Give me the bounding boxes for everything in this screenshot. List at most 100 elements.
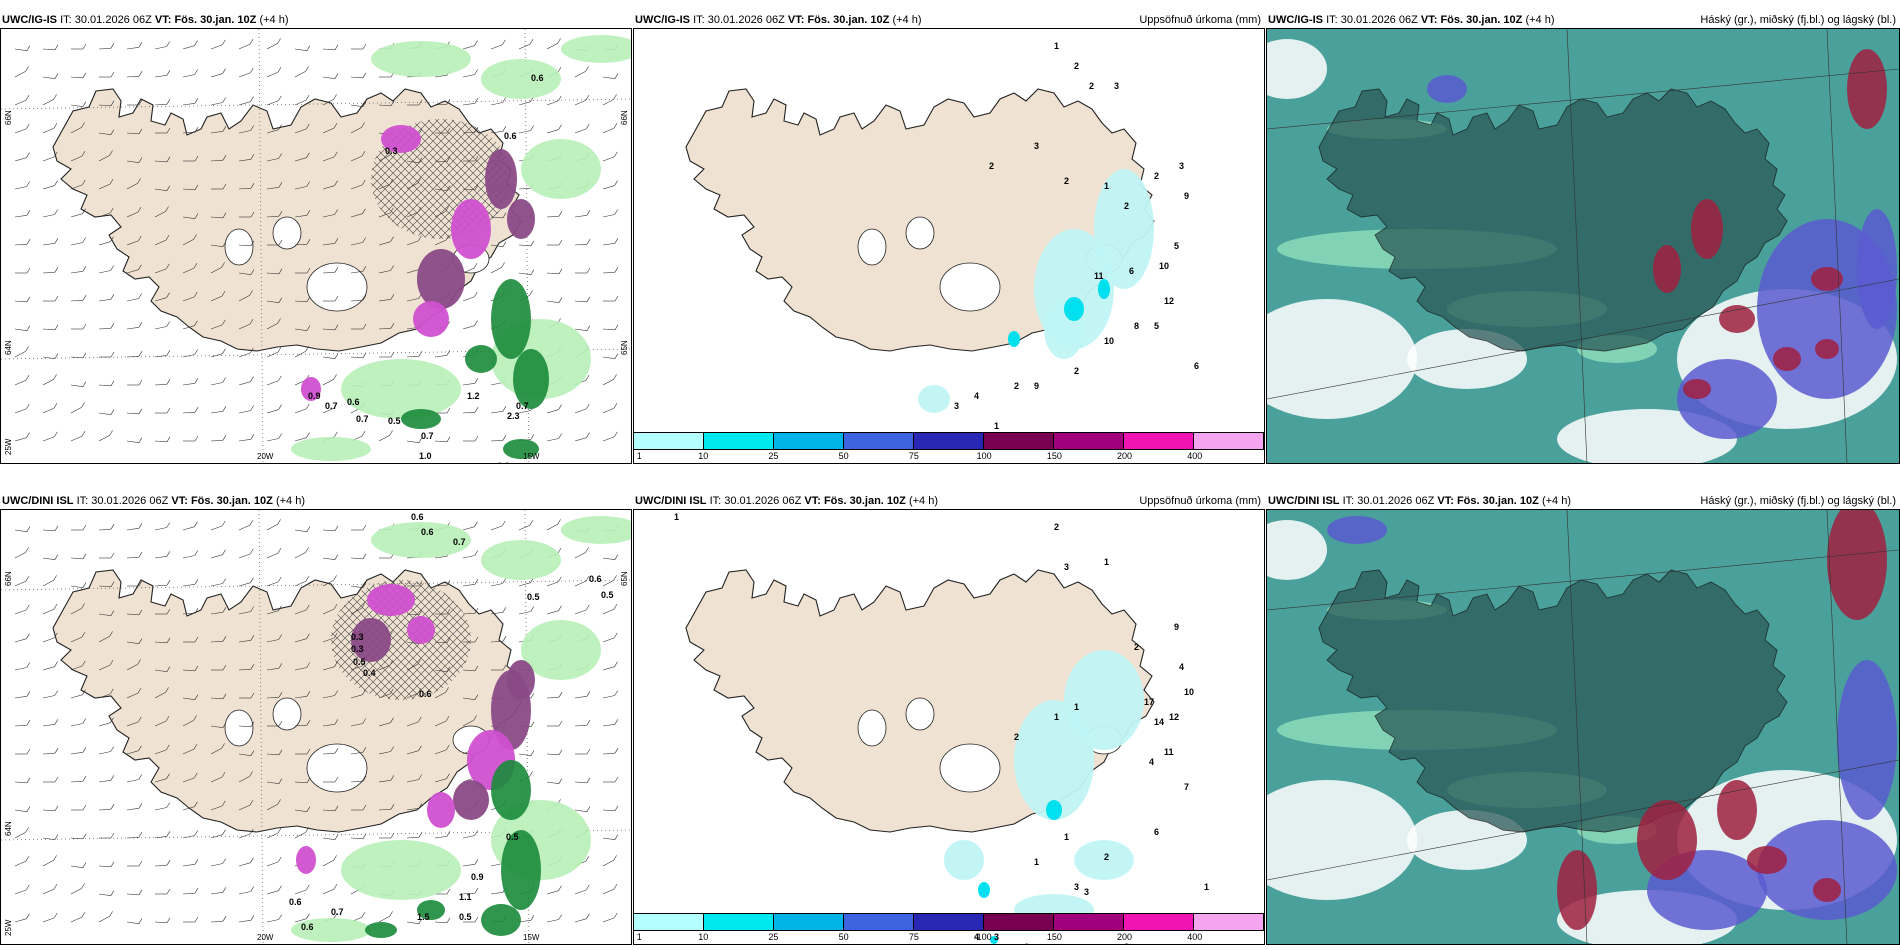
low-cloud-area: [1857, 209, 1897, 329]
iceland-coastline: [1318, 569, 1788, 833]
value-label: 0.5: [459, 912, 472, 922]
value-label: 10: [1184, 687, 1194, 697]
panel-header: UWC/IG-IS IT: 30.01.2026 06Z VT: Fös. 30…: [2, 14, 289, 26]
map-frame[interactable]: [1266, 509, 1900, 945]
precip-overlay: [918, 169, 1154, 413]
map-frame[interactable]: 122322123951061112810292432116523: [633, 28, 1265, 464]
value-label: 0.6: [497, 461, 510, 463]
colorbar-swatch: [773, 914, 844, 930]
glacier-outline: [272, 697, 302, 731]
map-frame[interactable]: [1266, 28, 1900, 464]
axis-label: 15W: [523, 452, 540, 461]
value-label: 8: [1134, 321, 1139, 331]
value-label: 0.7: [325, 401, 338, 411]
colorbar-swatch: [1193, 433, 1264, 449]
init-time: 30.01.2026 06Z: [707, 14, 785, 26]
init-time: 30.01.2026 06Z: [724, 495, 802, 507]
value-label: 2: [1134, 642, 1139, 652]
heavy-rain-area: [401, 409, 441, 429]
precip-overlay: [944, 650, 1144, 944]
map-frame[interactable]: 123129410171412114762113343621121: [633, 509, 1265, 945]
hatched-area: [331, 580, 471, 700]
colorbar-swatch: [1193, 914, 1264, 930]
value-label: 0.7: [516, 401, 529, 411]
panel-header: UWC/DINI ISL IT: 30.01.2026 06Z VT: Fös.…: [1268, 495, 1896, 507]
colorbar-swatch: [703, 433, 774, 449]
colorbar-tick-label: 150: [1046, 932, 1062, 942]
model-name: UWC/IG-IS: [2, 14, 57, 26]
map-title: Uppsöfnuð úrkoma (mm): [1139, 14, 1261, 26]
colorbar-tick-label: 150: [1046, 451, 1062, 461]
snow-precip-layer: [291, 35, 631, 461]
precip-area: [1064, 650, 1144, 750]
high-cloud-area: [1815, 339, 1839, 359]
valid-time: Fös. 30.jan. 10Z: [1456, 495, 1539, 507]
value-label: 3: [1074, 882, 1079, 892]
value-label: 0.7: [421, 431, 434, 441]
valid-time: Fös. 30.jan. 10Z: [174, 14, 257, 26]
value-label: 0.3: [385, 146, 398, 156]
panel-dini-snow: UWC/DINI ISL IT: 30.01.2026 06Z VT: Fös.…: [0, 493, 632, 945]
snow-area: [381, 125, 421, 153]
value-label: 1: [1064, 832, 1069, 842]
value-label: 2: [1014, 732, 1019, 742]
colorbar-swatch: [634, 914, 704, 930]
map-title: Háský (gr.), miðský (fj.bl.) og lágský (…: [1700, 14, 1896, 26]
high-cloud-area: [1691, 199, 1723, 259]
snow-area: [453, 780, 489, 820]
high-cloud-area: [1811, 267, 1843, 291]
panel-ig-clouds: UWC/IG-IS IT: 30.01.2026 06Z VT: Fös. 30…: [1266, 12, 1900, 464]
wind-barbs: [14, 519, 619, 924]
value-label: 0.9: [471, 872, 484, 882]
glacier-outline: [857, 709, 887, 747]
snow-map[interactable]: 66N 64N 25W 20W 15W 65N 0.6 0.6 0.7 0.5 0.6 0.5 0.3 0…: [1, 510, 631, 944]
rain-area: [521, 620, 601, 680]
axis-label: 25W: [4, 438, 13, 455]
snow-area: [296, 846, 316, 874]
precip-map[interactable]: 123129410171412114762113343621121: [634, 510, 1264, 944]
precip-area: [1074, 840, 1134, 880]
axis-label: 66N: [4, 110, 13, 125]
value-label: 1: [1034, 857, 1039, 867]
colorbar-swatch: [983, 433, 1054, 449]
high-cloud-area: [1773, 347, 1801, 371]
heavy-rain-area: [513, 349, 549, 409]
glacier-outline: [905, 697, 935, 731]
rain-area: [561, 35, 631, 63]
cloud-map[interactable]: [1267, 510, 1899, 944]
glacier-outline: [857, 228, 887, 266]
value-label: 2: [1124, 942, 1129, 944]
model-name: UWC/DINI ISL: [2, 495, 74, 507]
axis-labels: 66N 64N 25W 20W 15W 65N: [4, 571, 629, 942]
heavy-rain-area: [491, 279, 531, 359]
precip-area: [1094, 169, 1154, 289]
colorbar-swatch: [1053, 914, 1124, 930]
colorbar-swatch: [913, 433, 984, 449]
base-map: [634, 510, 1264, 944]
precip-area: [990, 936, 998, 944]
value-label: 0.4: [363, 668, 376, 678]
cloud-map[interactable]: [1267, 29, 1899, 463]
map-frame[interactable]: 66N 64N 25W 20W 15W 65N 66N 0.6 0.6 0.3 0.7 0.6 0.7 0…: [0, 28, 632, 464]
colorbar-swatch: [843, 914, 914, 930]
precip-area: [1046, 800, 1062, 820]
rain-area: [481, 59, 561, 99]
value-label: 10: [1159, 261, 1169, 271]
model-name: UWC/DINI ISL: [635, 495, 707, 507]
colorbar-swatch: [773, 433, 844, 449]
lead-time: (+4 h): [1541, 495, 1571, 507]
value-label: 0.3: [351, 632, 364, 642]
snow-precip-layer: [291, 516, 631, 942]
value-label: 10: [1104, 336, 1114, 346]
high-cloud-area: [1717, 780, 1757, 840]
map-frame[interactable]: 66N 64N 25W 20W 15W 65N 0.6 0.6 0.7 0.5 0.6 0.5 0.3 0…: [0, 509, 632, 945]
value-label: 1.5: [417, 912, 430, 922]
init-time: 30.01.2026 06Z: [74, 14, 152, 26]
value-label: 2: [1064, 176, 1069, 186]
precip-map[interactable]: 122322123951061112810292432116523: [634, 29, 1264, 463]
heavy-rain-area: [503, 439, 539, 459]
value-label: 4: [974, 391, 979, 401]
value-label: 1: [674, 512, 679, 522]
precip-area: [944, 840, 984, 880]
